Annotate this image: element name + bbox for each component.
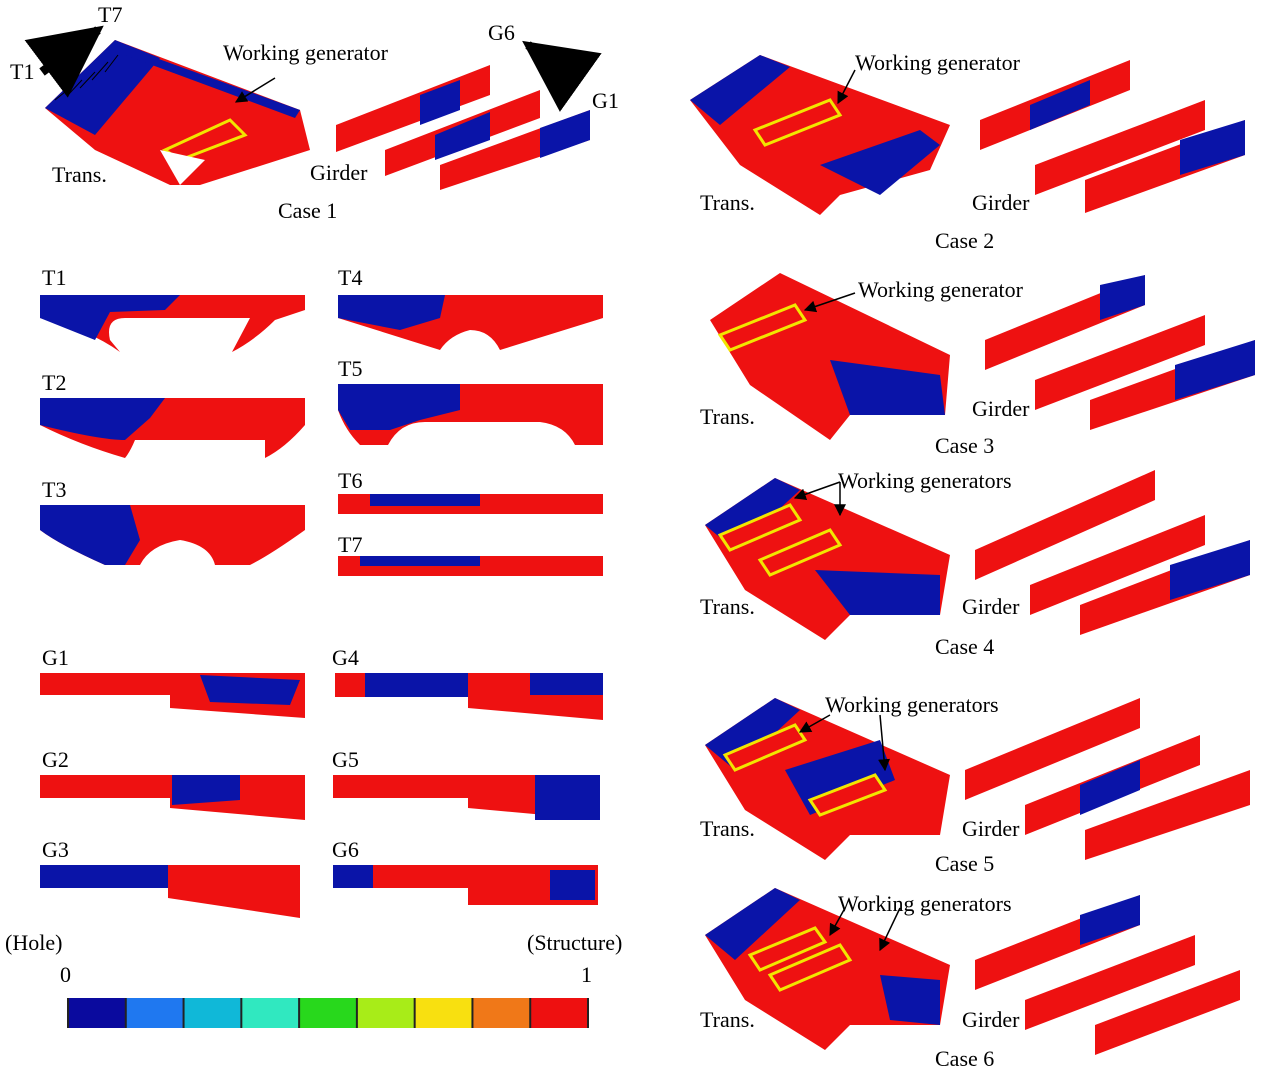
case1-trans-model [45, 40, 310, 185]
case5-panel [705, 698, 1250, 860]
colorbar-swatch [125, 998, 185, 1028]
case1-girder-label: Girder [310, 160, 368, 185]
case4-panel [705, 470, 1250, 640]
colorbar-swatch [414, 998, 473, 1028]
case6-trans-label: Trans. [700, 1007, 755, 1032]
section-g4: G4 [332, 645, 603, 720]
section-g4-label: G4 [332, 645, 359, 670]
section-g3: G3 [40, 837, 300, 918]
case6-girder-label: Girder [962, 1007, 1020, 1032]
case2-trans-label: Trans. [700, 190, 755, 215]
section-g1: G1 [40, 645, 305, 718]
case5-girder-label: Girder [962, 816, 1020, 841]
section-g1-label: G1 [42, 645, 69, 670]
section-t6: T6 [338, 468, 603, 514]
section-t3-label: T3 [42, 477, 66, 502]
case3-panel [710, 273, 1255, 440]
colorbar-swatches [67, 998, 589, 1028]
colorbar-right-title: (Structure) [527, 930, 622, 955]
section-t7-label: T7 [338, 532, 362, 557]
colorbar-swatch [356, 998, 416, 1028]
section-t5: T5 [338, 356, 603, 445]
case1-working-label: Working generator [223, 40, 389, 65]
section-g5: G5 [332, 747, 600, 820]
section-t4: T4 [338, 265, 603, 350]
case4-title: Case 4 [935, 634, 994, 659]
case1-arrow-g [522, 40, 602, 112]
section-t7: T7 [338, 532, 603, 576]
section-t6-label: T6 [338, 468, 362, 493]
case2-panel [690, 55, 1245, 215]
case1-working-arrow [234, 77, 276, 103]
case5-title: Case 5 [935, 851, 994, 876]
colorbar: (Hole) (Structure) 0 1 [5, 930, 622, 1028]
case1-g1: G1 [592, 88, 619, 113]
case1-title: Case 1 [278, 198, 337, 223]
trans-sections: T1 T2 T3 T4 T5 T6 [40, 265, 603, 576]
section-t5-label: T5 [338, 356, 362, 381]
case3-girder-label: Girder [972, 396, 1030, 421]
case4-working-label: Working generators [838, 468, 1012, 493]
colorbar-swatch [68, 998, 127, 1028]
section-t1: T1 [40, 265, 305, 352]
case5-working-label: Working generators [825, 692, 999, 717]
case6-title: Case 6 [935, 1046, 994, 1071]
case1-t1: T1 [10, 59, 34, 84]
colorbar-min: 0 [60, 962, 71, 987]
case2-working-label: Working generator [855, 50, 1021, 75]
section-g6-label: G6 [332, 837, 359, 862]
case3-trans-label: Trans. [700, 404, 755, 429]
case4-trans-label: Trans. [700, 594, 755, 619]
colorbar-swatch [299, 998, 358, 1028]
colorbar-max: 1 [581, 962, 592, 987]
colorbar-swatch [241, 998, 300, 1028]
colorbar-swatch [183, 998, 242, 1028]
case3-title: Case 3 [935, 433, 994, 458]
colorbar-swatch [472, 998, 531, 1028]
case6-working-label: Working generators [838, 891, 1012, 916]
case1-g6: G6 [488, 20, 515, 45]
case1-t7: T7 [98, 2, 122, 27]
colorbar-swatch [530, 998, 589, 1028]
section-t4-label: T4 [338, 265, 362, 290]
girder-sections: G1 G2 G3 G4 G5 G6 [40, 645, 603, 918]
colorbar-left-title: (Hole) [5, 930, 62, 955]
case5-trans-label: Trans. [700, 816, 755, 841]
section-t2-label: T2 [42, 370, 66, 395]
section-g2-label: G2 [42, 747, 69, 772]
section-t2: T2 [40, 370, 305, 458]
case1-girder-model [336, 65, 590, 190]
case1-arrow-t [24, 25, 104, 98]
section-g5-label: G5 [332, 747, 359, 772]
case6-panel [705, 888, 1240, 1055]
section-g3-label: G3 [42, 837, 69, 862]
case1-panel: T1 T7 G6 G1 Working generator Trans. Gir… [10, 2, 619, 223]
case2-girder-label: Girder [972, 190, 1030, 215]
case1-trans-label: Trans. [52, 162, 107, 187]
section-t3: T3 [40, 477, 305, 565]
section-g6: G6 [332, 837, 598, 905]
section-t1-label: T1 [42, 265, 66, 290]
section-g2: G2 [40, 747, 305, 820]
case3-working-label: Working generator [858, 277, 1024, 302]
case2-title: Case 2 [935, 228, 994, 253]
case4-girder-label: Girder [962, 594, 1020, 619]
